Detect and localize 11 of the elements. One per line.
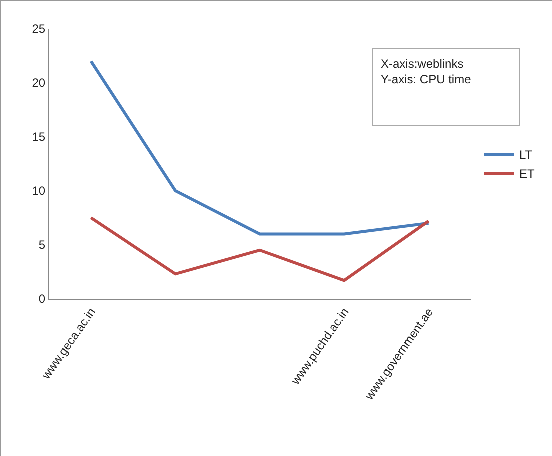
annotation: X-axis:weblinks (381, 57, 464, 71)
y-tick-label: 0 (38, 292, 46, 306)
y-tick-label: 5 (38, 238, 46, 252)
annotation: Y-axis: CPU time (381, 72, 472, 87)
y-tick-label: 15 (32, 130, 46, 144)
y-tick-label: 20 (32, 76, 46, 90)
legend-label: ET (519, 167, 536, 182)
legend-label: LT (519, 148, 534, 162)
y-tick-label: 10 (32, 184, 46, 198)
y-tick-label: 25 (32, 22, 46, 36)
line-series (90, 216, 430, 282)
